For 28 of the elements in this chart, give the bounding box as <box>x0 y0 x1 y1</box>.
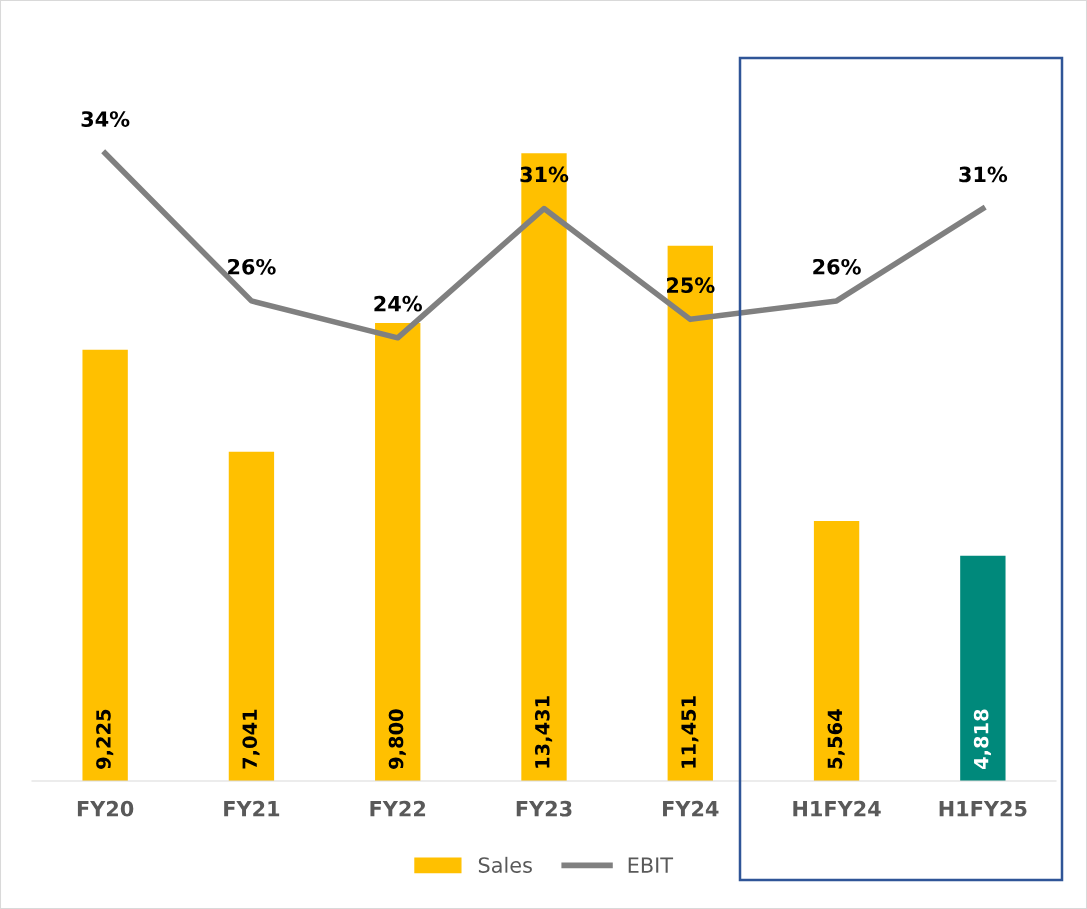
bar <box>667 245 713 781</box>
data-label: 4,818 <box>973 709 991 770</box>
data-label: 7,041 <box>242 709 260 769</box>
data-label: 13,431 <box>534 696 553 768</box>
x-tick-label: FY20 <box>77 800 134 817</box>
data-label: 31% <box>959 166 1008 183</box>
data-label: 24% <box>374 295 422 312</box>
data-label: 11,451 <box>681 696 699 768</box>
bar <box>813 520 860 781</box>
bar <box>82 349 128 781</box>
legend-label: EBIT <box>628 857 674 873</box>
data-label: 34% <box>81 111 130 127</box>
data-label: 26% <box>813 258 861 275</box>
x-tick-label: FY24 <box>663 800 719 817</box>
bar <box>228 451 275 781</box>
data-label: 26% <box>228 258 276 275</box>
bar <box>375 322 421 781</box>
data-label: 9,225 <box>96 709 114 769</box>
x-tick-label: FY23 <box>516 800 572 817</box>
bar <box>521 153 567 781</box>
legend-label: Sales <box>478 856 532 873</box>
x-tick-label: FY22 <box>370 800 426 817</box>
data-label: 5,564 <box>827 709 845 769</box>
data-label: 9,800 <box>388 709 406 769</box>
x-tick-label: H1FY24 <box>793 800 881 817</box>
bar <box>960 555 1006 781</box>
x-tick-label: H1FY25 <box>939 800 1027 817</box>
x-tick-label: FY21 <box>224 800 280 817</box>
